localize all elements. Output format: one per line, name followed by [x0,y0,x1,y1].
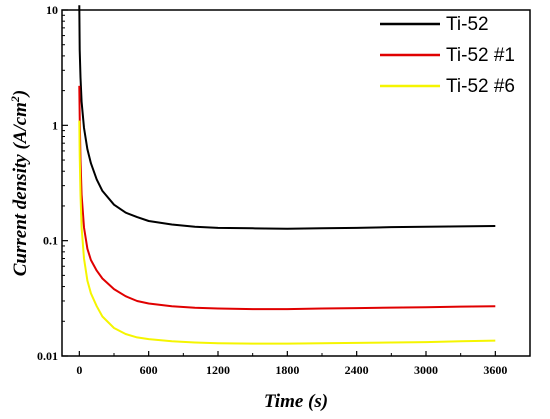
legend-label: Ti-52 #6 [446,76,515,97]
x-tick-label: 1200 [206,363,230,377]
x-tick-label: 3000 [414,363,438,377]
legend: Ti-52 Ti-52 #1 Ti-52 #6 [380,14,515,97]
legend-label: Ti-52 #1 [446,45,515,66]
x-axis-title: Time (s) [264,391,328,412]
x-tick-label: 0 [76,363,82,377]
y-tick-label: 10 [46,3,58,17]
x-tick-label: 1800 [275,363,299,377]
series-line [78,120,496,345]
y-tick-label: 0.1 [43,234,58,248]
plot-frame [61,9,531,357]
series-line [78,5,496,230]
x-tick-label: 600 [140,363,158,377]
y-axis-title-tail: ) [10,90,31,98]
y-tick-label: 1 [52,118,58,132]
x-tick-label: 2400 [345,363,369,377]
y-tick-label: 0.01 [37,349,58,363]
x-axis: 0 600 1200 1800 2400 3000 3600 [76,351,507,377]
y-axis: 0.01 0.1 1 10 [37,3,68,363]
legend-label: Ti-52 [446,14,489,35]
y-axis-title-superscript: 2 [8,96,22,103]
series-line [78,85,496,311]
y-axis-title: Current density (A/cm2) [8,90,31,277]
y-axis-title-main: Current density (A/cm [10,102,31,276]
x-tick-label: 3600 [483,363,507,377]
series-layer [78,5,496,345]
